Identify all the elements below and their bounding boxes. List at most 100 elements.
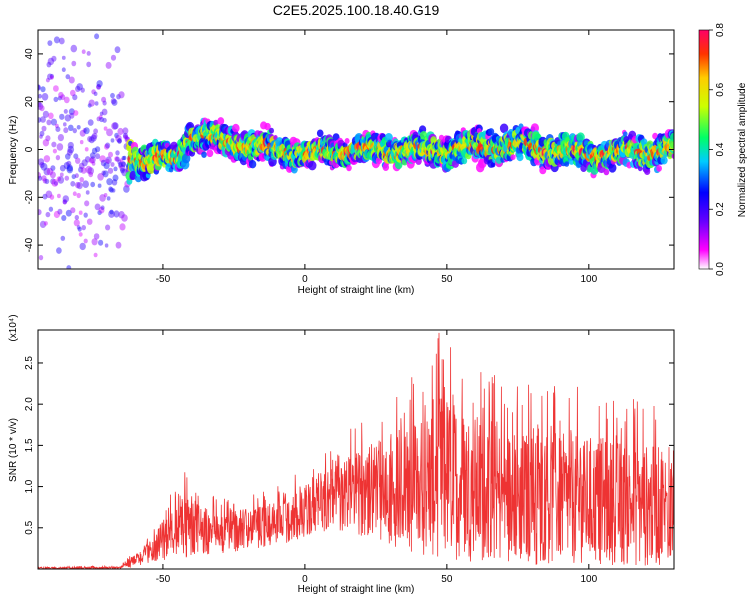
y-tick-label: 2.0 <box>24 397 35 411</box>
heat-cell <box>94 203 101 211</box>
heat-cell <box>42 110 50 118</box>
heat-cell <box>121 214 128 222</box>
heat-cell <box>97 210 102 216</box>
heat-cell <box>82 180 89 188</box>
spectrogram-xlabel: Height of straight line (km) <box>298 285 415 296</box>
heat-cell <box>63 96 70 104</box>
heat-cell <box>81 225 86 231</box>
heat-cell <box>87 119 94 126</box>
snr-series-line <box>38 332 674 569</box>
heat-cell <box>123 185 130 193</box>
heat-cell <box>81 49 86 54</box>
heat-cell <box>78 210 83 215</box>
y-tick-label: 1.5 <box>24 438 35 452</box>
heat-cell <box>102 170 109 178</box>
heat-cell <box>89 156 96 164</box>
heat-cell <box>63 122 67 127</box>
heat-cell <box>94 101 99 106</box>
heat-cell <box>232 123 240 133</box>
heat-cell <box>117 138 122 144</box>
heat-cell <box>83 238 88 244</box>
heat-cell <box>113 210 120 218</box>
heat-cell <box>119 165 126 172</box>
snr-ylabel: SNR (10 * v/v) <box>8 418 19 482</box>
heat-cell <box>100 159 107 167</box>
heat-cell <box>346 164 352 172</box>
heat-cell <box>39 130 45 137</box>
heat-cell <box>42 178 48 184</box>
y-tick-label: 2.5 <box>24 356 35 370</box>
heat-cell <box>72 94 78 101</box>
heat-cell <box>59 172 64 177</box>
colorbar-tick-label: 0.0 <box>715 262 726 276</box>
heat-cell <box>98 206 105 214</box>
heat-cell <box>68 124 74 131</box>
heat-cell <box>76 192 81 199</box>
heat-cell <box>107 18 112 23</box>
heat-cell <box>110 138 115 143</box>
heat-cell <box>105 224 111 231</box>
heat-cell <box>39 105 45 112</box>
heat-cell <box>73 2 79 9</box>
heat-cell <box>103 162 110 170</box>
heat-cell <box>103 126 108 131</box>
heat-cell <box>96 116 101 122</box>
heat-cell <box>46 167 54 176</box>
heat-cell <box>79 129 86 137</box>
heat-cell <box>96 84 101 90</box>
heat-cell <box>201 151 207 158</box>
heat-cell <box>96 84 102 90</box>
snr-multiplier: (x10⁴) <box>8 314 19 341</box>
heat-cell <box>97 173 104 181</box>
heat-cell <box>105 142 111 149</box>
colorbar-tick-label: 0.8 <box>715 23 726 37</box>
heat-cell <box>530 123 540 133</box>
heat-cell <box>40 162 48 171</box>
heat-cell <box>110 98 117 105</box>
heat-cell <box>91 238 98 246</box>
snr-plot-area <box>38 332 674 569</box>
heat-cell <box>83 30 86 31</box>
heat-cell <box>112 174 119 182</box>
heat-cell <box>95 146 101 153</box>
heat-cell <box>66 165 74 174</box>
heat-cell <box>104 243 109 248</box>
heat-cell <box>56 176 62 182</box>
heat-cell <box>73 219 80 227</box>
heat-cell <box>308 160 317 171</box>
heat-cell <box>73 153 79 159</box>
heat-cell <box>106 196 111 201</box>
heat-cell <box>116 94 121 100</box>
heat-cell <box>66 265 72 269</box>
heat-cell <box>91 89 96 95</box>
heat-cell <box>72 191 77 196</box>
heat-cell <box>93 233 100 240</box>
heat-cell <box>61 55 66 60</box>
heat-cell <box>58 37 65 45</box>
heat-cell <box>41 175 47 182</box>
heat-cell <box>53 85 59 92</box>
heat-cell <box>52 16 58 23</box>
heat-cell <box>38 102 44 110</box>
heat-cell <box>106 128 113 137</box>
spectrogram-ylabel: Frequency (Hz) <box>8 116 19 185</box>
heat-cell <box>58 91 64 99</box>
x-tick-label: 100 <box>580 574 597 585</box>
heat-cell <box>45 77 50 83</box>
heat-cell <box>115 156 120 162</box>
heat-cell <box>99 111 104 116</box>
heat-cell <box>68 76 75 84</box>
heat-cell <box>99 116 104 123</box>
heat-cell <box>101 170 106 176</box>
heat-cell <box>76 225 81 230</box>
heat-cell <box>89 157 95 164</box>
colorbar-tick-label: 0.4 <box>715 142 726 156</box>
heat-cell <box>52 148 58 154</box>
heat-cell <box>121 156 126 161</box>
heat-cell <box>109 209 114 215</box>
x-tick-label: -50 <box>156 274 171 285</box>
heat-cell <box>115 150 120 156</box>
heat-cell <box>65 209 72 217</box>
heat-cell <box>40 116 46 123</box>
heat-cell <box>119 223 126 231</box>
